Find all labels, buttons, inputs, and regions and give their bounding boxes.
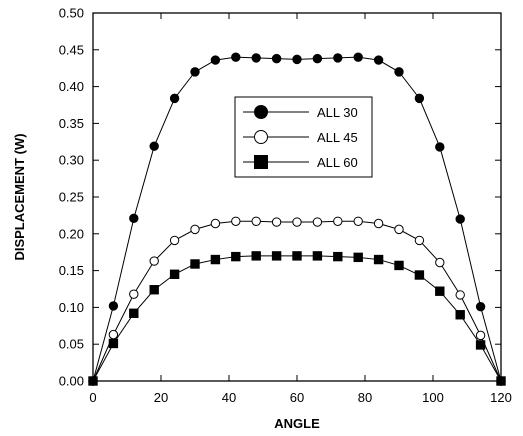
- series-layer: [88, 52, 506, 386]
- series: [88, 251, 506, 386]
- data-point: [210, 55, 221, 65]
- data-point: [149, 285, 159, 295]
- x-tick-label: 80: [358, 390, 372, 405]
- y-tick-label: 0.10: [59, 300, 84, 315]
- legend-marker: [254, 105, 268, 119]
- y-tick-label: 0.35: [59, 116, 84, 131]
- data-point: [394, 260, 404, 271]
- data-point: [169, 235, 180, 246]
- data-point: [475, 340, 486, 350]
- data-point: [333, 216, 343, 226]
- data-point: [312, 217, 323, 227]
- data-point: [475, 330, 486, 341]
- data-point: [251, 251, 261, 261]
- data-point: [455, 214, 465, 224]
- series-line: [92, 220, 502, 382]
- data-point: [108, 329, 119, 340]
- data-point: [333, 251, 343, 262]
- data-point: [373, 55, 384, 65]
- data-point: [292, 54, 302, 65]
- data-point: [373, 218, 384, 229]
- data-point: [394, 67, 404, 77]
- data-point: [455, 290, 465, 300]
- series: [88, 216, 506, 386]
- data-point: [312, 251, 323, 261]
- data-point: [108, 301, 119, 311]
- legend-item: ALL 45: [243, 130, 358, 145]
- x-axis-title: ANGLE: [274, 416, 320, 431]
- series-line: [92, 255, 502, 382]
- data-point: [353, 216, 363, 226]
- data-point: [333, 53, 343, 63]
- legend-item: ALL 60: [243, 155, 358, 170]
- y-tick-label: 0.50: [59, 6, 84, 21]
- data-point: [455, 310, 465, 320]
- legend-item: ALL 30: [243, 105, 358, 120]
- y-tick-label: 0.15: [59, 263, 84, 278]
- data-point: [292, 217, 302, 227]
- data-point: [231, 251, 241, 262]
- legend-label: ALL 45: [317, 130, 358, 145]
- x-tick-label: 100: [422, 390, 444, 405]
- y-tick-label: 0.25: [59, 190, 84, 205]
- data-point: [210, 254, 221, 265]
- y-axis-title: DISPLACEMENT (W): [12, 133, 27, 260]
- data-point: [190, 224, 200, 235]
- data-point: [414, 235, 425, 246]
- data-point: [292, 251, 302, 261]
- data-point: [373, 254, 384, 265]
- y-tick-label: 0.00: [59, 374, 84, 389]
- data-point: [108, 338, 119, 349]
- data-point: [88, 376, 98, 386]
- legend-marker: [254, 130, 268, 144]
- data-point: [190, 259, 200, 269]
- axes: 0.00 0.05 0.10 0.15 0.20 0.25 0.30 0.35 0.40 0.45…: [59, 6, 512, 406]
- data-point: [251, 53, 261, 63]
- data-point: [435, 257, 445, 268]
- data-point: [129, 213, 139, 224]
- data-point: [210, 218, 221, 229]
- data-point: [271, 217, 282, 227]
- data-point: [149, 141, 159, 151]
- data-point: [129, 289, 139, 299]
- legend: ALL 30 ALL 45 ALL 60: [234, 96, 373, 178]
- data-point: [271, 53, 282, 64]
- data-point: [435, 286, 445, 296]
- data-point: [149, 256, 159, 266]
- data-point: [414, 270, 425, 280]
- x-tick-label: 120: [490, 390, 512, 405]
- data-point: [129, 308, 139, 318]
- data-point: [190, 67, 200, 77]
- legend-label: ALL 30: [317, 105, 358, 120]
- x-tick-label: 20: [154, 390, 168, 405]
- data-point: [231, 216, 241, 226]
- data-point: [496, 376, 506, 386]
- x-tick-label: 40: [222, 390, 236, 405]
- y-tick-label: 0.45: [59, 42, 84, 57]
- data-point: [169, 93, 180, 104]
- y-tick-label: 0.40: [59, 79, 84, 94]
- plot-frame: [92, 12, 502, 382]
- y-tick-label: 0.30: [59, 153, 84, 168]
- legend-marker: [254, 155, 268, 169]
- y-tick-label: 0.20: [59, 226, 84, 241]
- data-point: [169, 269, 180, 279]
- legend-label: ALL 60: [317, 155, 358, 170]
- data-point: [271, 251, 282, 261]
- data-point: [231, 52, 241, 62]
- data-point: [353, 52, 363, 62]
- data-point: [475, 301, 486, 312]
- data-point: [353, 252, 363, 263]
- y-tick-label: 0.05: [59, 337, 84, 352]
- data-point: [394, 224, 404, 235]
- data-point: [251, 216, 261, 226]
- data-point: [435, 142, 445, 152]
- x-tick-label: 0: [89, 390, 96, 405]
- data-point: [414, 93, 425, 104]
- data-point: [312, 53, 323, 64]
- x-tick-label: 60: [290, 390, 304, 405]
